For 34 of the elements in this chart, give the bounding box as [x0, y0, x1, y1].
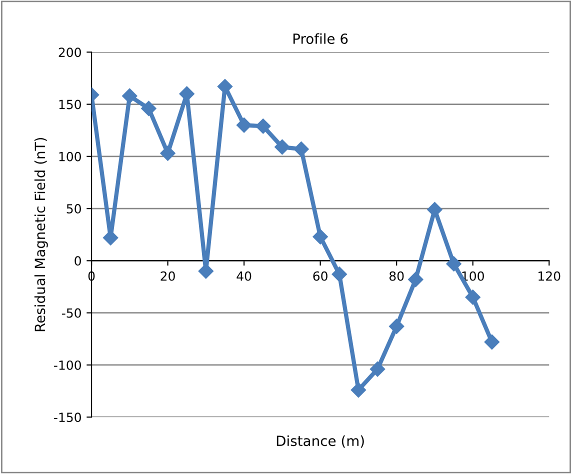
y-tick-label: 150	[59, 100, 81, 110]
point	[236, 118, 252, 133]
point	[256, 118, 271, 134]
y-tick-label: 50	[66, 204, 81, 214]
x-tick-label: 120	[538, 271, 560, 281]
point	[122, 88, 138, 104]
y-tick-label: -50	[62, 308, 81, 318]
x-axis-title: Distance (m)	[276, 435, 364, 448]
point	[160, 146, 176, 161]
point	[274, 139, 290, 155]
chart-title: Profile 6	[293, 33, 348, 44]
y-tick-label: -150	[54, 412, 81, 422]
point	[408, 272, 424, 288]
point	[465, 290, 480, 305]
x-tick-label: 60	[313, 271, 328, 281]
point	[446, 256, 462, 272]
point	[312, 229, 328, 244]
point	[294, 142, 309, 157]
point	[141, 100, 156, 116]
y-tick-label: 200	[58, 48, 81, 58]
y-tick-label: -100	[54, 360, 81, 370]
x-tick-label: 20	[160, 271, 175, 281]
y-tick-label: 100	[59, 152, 81, 162]
point	[389, 318, 404, 334]
x-tick-label: 40	[236, 271, 252, 281]
point	[350, 382, 366, 398]
point	[370, 362, 386, 377]
point	[427, 202, 442, 218]
y-tick-label: 0	[74, 256, 81, 266]
point	[484, 334, 500, 350]
point	[332, 266, 347, 282]
y-axis-title: Residual Magnetic Field (nT)	[34, 138, 48, 332]
point	[198, 264, 214, 279]
x-tick-label: 80	[389, 271, 404, 281]
